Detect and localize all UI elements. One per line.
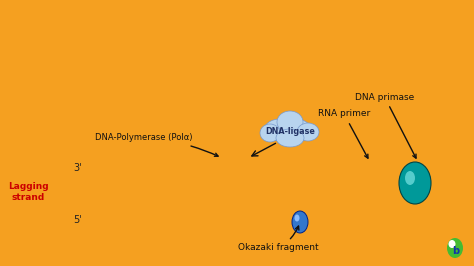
Ellipse shape (281, 119, 311, 141)
FancyBboxPatch shape (200, 200, 470, 218)
FancyBboxPatch shape (367, 176, 372, 200)
FancyBboxPatch shape (466, 176, 471, 200)
FancyBboxPatch shape (313, 176, 318, 200)
FancyBboxPatch shape (448, 176, 453, 200)
Text: DNA-ligase: DNA-ligase (265, 127, 315, 135)
FancyBboxPatch shape (277, 176, 282, 200)
FancyBboxPatch shape (403, 176, 408, 200)
FancyBboxPatch shape (385, 176, 390, 200)
FancyBboxPatch shape (421, 176, 426, 200)
Text: 3': 3' (73, 163, 82, 173)
FancyBboxPatch shape (295, 176, 300, 200)
Ellipse shape (297, 123, 319, 141)
Ellipse shape (292, 211, 308, 233)
FancyBboxPatch shape (376, 176, 381, 200)
FancyBboxPatch shape (394, 176, 399, 200)
Text: RNA primer: RNA primer (318, 110, 370, 158)
Text: b: b (453, 246, 460, 256)
FancyBboxPatch shape (340, 176, 345, 200)
FancyBboxPatch shape (439, 176, 444, 200)
Ellipse shape (447, 238, 463, 258)
Ellipse shape (399, 162, 431, 204)
FancyBboxPatch shape (286, 176, 291, 200)
Ellipse shape (294, 214, 300, 222)
Ellipse shape (277, 111, 303, 133)
FancyBboxPatch shape (331, 176, 336, 200)
Ellipse shape (276, 129, 304, 147)
Ellipse shape (452, 212, 458, 218)
FancyBboxPatch shape (250, 176, 255, 200)
FancyBboxPatch shape (358, 176, 363, 200)
Text: DNA-Polymerase (Polα): DNA-Polymerase (Polα) (95, 134, 218, 156)
Text: Lagging
strand: Lagging strand (8, 182, 48, 202)
Text: Ligase: Ligase (191, 233, 283, 257)
Text: Ligases: Ligases (22, 52, 68, 62)
FancyBboxPatch shape (430, 176, 435, 200)
Ellipse shape (264, 119, 296, 141)
FancyBboxPatch shape (205, 176, 210, 200)
FancyBboxPatch shape (457, 176, 462, 200)
Ellipse shape (405, 171, 415, 185)
FancyBboxPatch shape (349, 176, 354, 200)
Text: Example:: Example: (55, 66, 111, 76)
Text: Okazaki fragment: Okazaki fragment (238, 226, 319, 252)
Text: DNA primase: DNA primase (355, 93, 416, 158)
FancyBboxPatch shape (412, 176, 417, 200)
FancyBboxPatch shape (0, 0, 474, 42)
Ellipse shape (260, 124, 280, 142)
Text: 5': 5' (73, 215, 82, 225)
Ellipse shape (392, 212, 398, 218)
FancyBboxPatch shape (304, 176, 309, 200)
FancyBboxPatch shape (200, 158, 470, 176)
FancyBboxPatch shape (259, 176, 264, 200)
FancyBboxPatch shape (322, 176, 327, 200)
Ellipse shape (352, 212, 358, 218)
FancyBboxPatch shape (268, 176, 273, 200)
Text: are "molecular glues". They bind molecules together.: are "molecular glues". They bind molecul… (65, 52, 359, 62)
Text: DNA ligase that binds two DNA fragments.: DNA ligase that binds two DNA fragments. (101, 66, 337, 76)
Ellipse shape (448, 240, 456, 248)
